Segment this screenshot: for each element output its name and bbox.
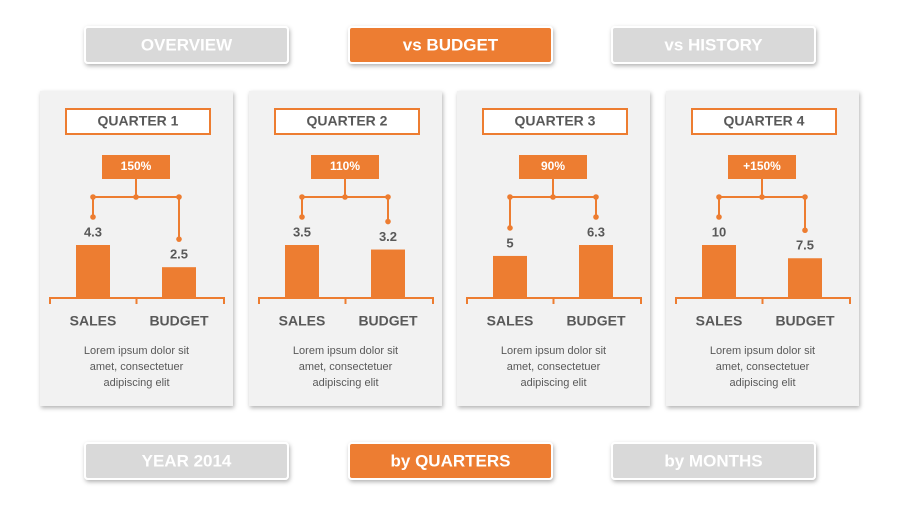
- tab-label[interactable]: vs BUDGET: [403, 35, 499, 54]
- annotation-box: [102, 155, 170, 179]
- category-label: SALES: [279, 313, 326, 329]
- panel: [40, 91, 233, 406]
- category-label: BUDGET: [358, 313, 418, 329]
- bar: [371, 249, 405, 298]
- bar: [76, 245, 110, 298]
- tab-button[interactable]: [84, 442, 289, 480]
- description: adipiscing elit: [103, 377, 169, 389]
- annotation-box: [728, 155, 796, 179]
- annotation-box: [311, 155, 379, 179]
- description: adipiscing elit: [729, 377, 795, 389]
- connector-dot: [133, 194, 139, 200]
- description: adipiscing elit: [520, 377, 586, 389]
- tab-label[interactable]: by QUARTERS: [391, 451, 511, 470]
- title-box: [691, 108, 837, 135]
- connector-dot: [507, 225, 513, 231]
- connector-dot: [385, 218, 391, 225]
- category-label: BUDGET: [775, 313, 835, 329]
- connector-dot: [342, 194, 348, 200]
- description: Lorem ipsum dolor sit: [501, 345, 606, 357]
- bar: [788, 258, 822, 298]
- connector-dot: [90, 214, 96, 220]
- description: amet, consectetuer: [90, 361, 184, 373]
- value-label: 6.3: [587, 224, 605, 239]
- panel-title: QUARTER 4: [724, 113, 805, 129]
- value-label: 4.3: [84, 224, 102, 239]
- tab-label[interactable]: by MONTHS: [664, 451, 762, 470]
- title-box: [274, 108, 420, 135]
- bar: [162, 267, 196, 298]
- tab-button[interactable]: [84, 26, 289, 64]
- value-label: 3.2: [379, 229, 397, 244]
- annotation: +150%: [743, 159, 781, 173]
- panel-title: QUARTER 1: [98, 113, 179, 129]
- bar: [285, 245, 319, 298]
- panel: [457, 91, 650, 406]
- title-box: [482, 108, 628, 135]
- connector-dot: [802, 227, 808, 234]
- tab-label[interactable]: YEAR 2014: [142, 451, 232, 470]
- tab-button[interactable]: [611, 26, 816, 64]
- description: Lorem ipsum dolor sit: [710, 345, 815, 357]
- description: Lorem ipsum dolor sit: [84, 345, 189, 357]
- value-label: 5: [506, 235, 513, 250]
- description: amet, consectetuer: [716, 361, 810, 373]
- description: adipiscing elit: [312, 377, 378, 389]
- panel-title: QUARTER 3: [515, 113, 596, 129]
- connector-dot: [593, 214, 599, 220]
- title-box: [65, 108, 211, 135]
- category-label: SALES: [70, 313, 117, 329]
- category-label: BUDGET: [149, 313, 209, 329]
- category-label: SALES: [487, 313, 534, 329]
- annotation: 150%: [121, 159, 152, 173]
- connector-dot: [759, 194, 765, 200]
- annotation: 110%: [330, 159, 360, 173]
- panel-title: QUARTER 2: [307, 113, 388, 129]
- connector-dot: [176, 236, 182, 242]
- value-label: 3.5: [293, 224, 311, 239]
- value-label: 10: [712, 224, 726, 239]
- value-label: 7.5: [796, 238, 814, 253]
- value-label: 2.5: [170, 247, 188, 262]
- connector-dot: [299, 214, 305, 220]
- category-label: SALES: [696, 313, 743, 329]
- bar: [702, 245, 736, 298]
- panel: [666, 91, 859, 406]
- panel: [249, 91, 442, 406]
- tab-button[interactable]: [348, 442, 553, 480]
- tab-label[interactable]: vs HISTORY: [664, 35, 763, 54]
- category-label: BUDGET: [566, 313, 626, 329]
- tab-button[interactable]: [348, 26, 553, 64]
- description: amet, consectetuer: [299, 361, 393, 373]
- tab-label[interactable]: OVERVIEW: [141, 35, 233, 54]
- description: Lorem ipsum dolor sit: [293, 345, 398, 357]
- annotation: 90%: [541, 159, 565, 173]
- tab-button[interactable]: [611, 442, 816, 480]
- bar: [579, 245, 613, 298]
- bar: [493, 255, 527, 298]
- annotation-box: [519, 155, 587, 179]
- description: amet, consectetuer: [507, 361, 601, 373]
- connector-dot: [716, 214, 722, 220]
- connector-dot: [550, 194, 556, 200]
